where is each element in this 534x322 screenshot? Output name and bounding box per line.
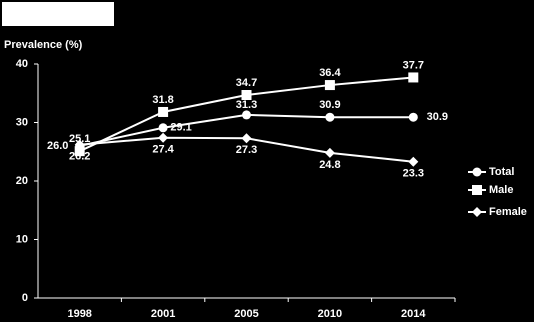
data-label: 24.8: [319, 159, 340, 171]
marker: [241, 90, 252, 101]
x-tick-label: 2014: [401, 308, 426, 320]
data-label: 23.3: [403, 168, 424, 180]
x-tick-label: 1998: [67, 308, 91, 320]
y-tick-label: 20: [16, 175, 28, 187]
marker: [241, 133, 252, 144]
marker: [158, 123, 168, 133]
marker: [472, 185, 482, 195]
marker: [324, 147, 335, 158]
x-tick-label: 2001: [151, 308, 175, 320]
legend-label: Male: [489, 184, 513, 196]
data-label: 31.3: [236, 99, 257, 111]
y-tick-label: 30: [16, 116, 28, 128]
marker: [158, 132, 169, 143]
marker: [472, 167, 482, 177]
legend-label: Female: [489, 206, 527, 218]
y-tick-label: 10: [16, 233, 28, 245]
data-label: 26.2: [69, 151, 90, 163]
data-label: 30.9: [427, 111, 448, 123]
data-label: 37.7: [403, 59, 424, 71]
data-label: 31.8: [152, 94, 173, 106]
x-tick-label: 2010: [318, 308, 342, 320]
marker: [408, 156, 419, 167]
x-tick-label: 2005: [234, 308, 258, 320]
data-label: 27.3: [236, 144, 257, 156]
marker: [324, 80, 335, 91]
data-label: 36.4: [319, 67, 341, 79]
marker: [74, 139, 85, 150]
marker: [408, 112, 418, 122]
marker: [408, 72, 419, 83]
data-label: 25.1: [69, 133, 90, 145]
marker: [472, 207, 482, 217]
y-tick-label: 0: [22, 292, 28, 304]
data-label: 26.0: [47, 140, 68, 152]
y-tick-label: 40: [16, 58, 28, 70]
data-label: 30.9: [319, 99, 340, 111]
legend-label: Total: [489, 166, 514, 178]
marker: [242, 110, 251, 120]
data-label: 27.4: [152, 144, 174, 156]
data-label: 29.1: [170, 122, 191, 134]
marker: [74, 146, 85, 157]
marker: [325, 112, 335, 122]
data-label: 34.7: [236, 77, 257, 89]
title-box: [2, 2, 114, 26]
y-axis-label: Prevalence (%): [4, 39, 83, 51]
marker: [158, 106, 169, 117]
